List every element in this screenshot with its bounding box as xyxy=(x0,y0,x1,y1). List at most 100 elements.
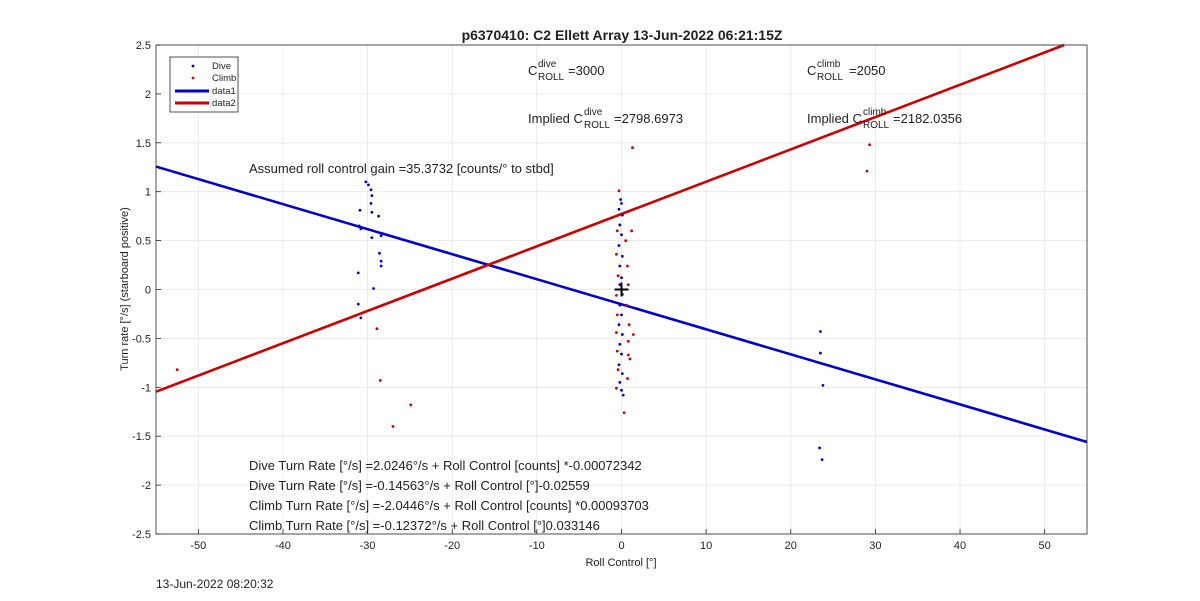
x-tick-label: 30 xyxy=(869,540,881,552)
x-tick-label: 20 xyxy=(785,540,797,552)
implied-climb-prefix: Implied C xyxy=(807,111,862,126)
annotation-gain: Assumed roll control gain =35.3732 [coun… xyxy=(249,161,554,176)
chart-title: p6370410: C2 Ellett Array 13-Jun-2022 06… xyxy=(462,27,783,43)
climb-point xyxy=(615,229,619,233)
equation-3: Climb Turn Rate [°/s] =-2.0446°/s + Roll… xyxy=(249,498,649,513)
climb-point xyxy=(616,368,620,372)
equation-block: Dive Turn Rate [°/s] =2.0246°/s + Roll C… xyxy=(249,458,649,533)
dive-point xyxy=(618,381,622,384)
climb-point xyxy=(617,189,621,193)
implied-climb-sub: ROLL xyxy=(863,120,890,131)
y-tick-label: -1.5 xyxy=(132,431,151,443)
dive-point xyxy=(358,208,362,212)
dive-point xyxy=(369,202,373,205)
footer-timestamp: 13-Jun-2022 08:20:32 xyxy=(156,577,274,591)
dive-point xyxy=(379,259,383,263)
dive-point xyxy=(619,198,623,201)
dive-point xyxy=(379,264,383,268)
dive-point xyxy=(620,233,623,237)
plot-frame xyxy=(155,44,1088,535)
y-tick-label: 0 xyxy=(145,285,151,297)
c-climb-value: =2050 xyxy=(849,63,886,78)
annotation-implied-climb: Implied C climb ROLL =2182.0356 xyxy=(807,107,962,131)
climb-point xyxy=(375,327,379,331)
dive-point xyxy=(359,316,363,320)
dive-point xyxy=(359,227,363,231)
x-tick-label: 0 xyxy=(618,540,624,552)
climb-point xyxy=(626,339,630,343)
implied-climb-value: =2182.0356 xyxy=(893,111,962,126)
dive-point xyxy=(620,213,624,217)
c-dive-base: C xyxy=(528,63,537,78)
dive-point xyxy=(821,383,825,387)
dive-point xyxy=(820,458,824,462)
x-tick-label: -10 xyxy=(529,540,545,552)
dive-point xyxy=(818,330,822,333)
x-tick-label: -40 xyxy=(275,540,291,552)
dive-point xyxy=(618,223,622,227)
y-tick-label: -2.5 xyxy=(132,529,151,541)
legend: Dive Climb data1 data2 xyxy=(169,56,239,113)
dive-point xyxy=(356,271,360,275)
dive-point xyxy=(367,183,370,187)
climb-point xyxy=(868,143,871,147)
origin-marker xyxy=(614,282,629,297)
dive-point xyxy=(620,313,623,317)
c-climb-base: C xyxy=(807,63,816,78)
implied-dive-sub: ROLL xyxy=(584,120,611,131)
y-tick-label: 1.5 xyxy=(136,138,151,150)
dive-point xyxy=(618,342,622,346)
climb-point xyxy=(631,146,634,150)
climb-point xyxy=(175,368,179,372)
climb-point xyxy=(626,377,629,380)
dive-point xyxy=(620,333,624,336)
implied-dive-sup: dive xyxy=(584,107,603,118)
x-axis-label: Roll Control [°] xyxy=(585,557,656,569)
climb-point xyxy=(627,209,631,213)
c-climb-sup: climb xyxy=(817,59,841,70)
climb-point xyxy=(615,252,618,256)
climb-point xyxy=(615,331,618,334)
climb-point xyxy=(616,274,620,278)
dive-point xyxy=(379,234,383,238)
legend-data2-label: data2 xyxy=(212,98,236,109)
dive-point xyxy=(620,202,623,205)
dive-point xyxy=(357,224,361,228)
dive-point xyxy=(620,276,623,280)
c-climb-sub: ROLL xyxy=(817,72,844,83)
climb-point xyxy=(615,313,619,317)
y-tick-label: -2 xyxy=(141,480,151,492)
climb-point xyxy=(622,411,626,415)
x-tick-label: 50 xyxy=(1039,540,1051,552)
dive-point xyxy=(370,236,374,240)
dive-point xyxy=(378,251,381,255)
data-points xyxy=(175,143,871,462)
dive-point xyxy=(620,388,623,392)
dive-point xyxy=(618,303,622,307)
y-tick-label: 0.5 xyxy=(136,236,151,248)
dive-point xyxy=(617,323,621,327)
climb-point xyxy=(631,333,635,336)
x-tick-label: 40 xyxy=(954,540,966,552)
dive-point xyxy=(356,302,360,306)
climb-point xyxy=(626,264,629,268)
climb-point xyxy=(624,239,628,243)
y-tick-label: 2.5 xyxy=(136,40,151,52)
data2-line xyxy=(155,43,1065,393)
c-dive-sup: dive xyxy=(538,59,557,70)
dive-point xyxy=(617,363,621,367)
dive-point xyxy=(617,207,621,211)
x-tick-label: -50 xyxy=(190,540,206,552)
y-tick-label: 1 xyxy=(145,187,151,199)
tick-labels: -50 -40 -30 -20 -10 0 10 20 30 40 50 2.5 2 1.5 1 0.5 0 -0… xyxy=(132,40,1051,552)
c-dive-sub: ROLL xyxy=(538,72,565,83)
dive-point xyxy=(369,188,373,192)
annotation-implied-dive: Implied C dive ROLL =2798.6973 xyxy=(528,107,683,131)
dive-point xyxy=(620,372,624,376)
annotation-c-dive: C dive ROLL =3000 xyxy=(528,59,605,83)
legend-climb-label: Climb xyxy=(212,73,236,84)
climb-point xyxy=(391,425,395,428)
climb-point xyxy=(615,349,619,353)
legend-dive-label: Dive xyxy=(212,61,231,72)
dive-point xyxy=(620,254,624,258)
